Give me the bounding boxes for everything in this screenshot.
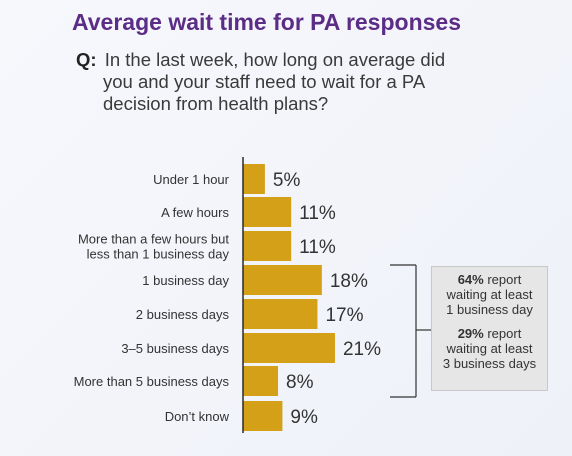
- callout-stat-1-text-c: 1 business day: [446, 302, 533, 317]
- callout-stat-2-text-a: report: [487, 326, 522, 341]
- category-label-7: Don’t know: [165, 409, 230, 424]
- value-label-5: 21%: [343, 339, 381, 360]
- category-label-2-line-1: less than 1 business day: [87, 247, 230, 262]
- category-label-0: Under 1 hour: [153, 172, 230, 187]
- category-label-3: 1 business day: [142, 273, 229, 288]
- callout-stat-1: 64% report: [432, 272, 547, 287]
- value-label-7: 9%: [290, 407, 318, 428]
- callout-stat-1-text-b: waiting at least: [446, 287, 533, 302]
- value-label-2: 11%: [299, 237, 336, 258]
- bar-1: [243, 197, 292, 227]
- bar-4: [243, 299, 318, 329]
- value-label-0: 5%: [273, 170, 301, 191]
- value-label-6: 8%: [286, 372, 314, 393]
- callout-stat-1-value: 64%: [457, 272, 484, 287]
- question-line-3: decision from health plans?: [103, 93, 329, 114]
- bar-3: [243, 265, 322, 295]
- callout-stat-2: 29% report: [432, 326, 547, 341]
- value-label-4: 17%: [325, 305, 363, 326]
- category-label-4: 2 business days: [136, 307, 230, 322]
- question-text-1: In the last week, how long on average di…: [104, 49, 446, 70]
- callout-box: 64% report waiting at least 1 business d…: [431, 266, 548, 391]
- question-line-2: you and your staff need to wait for a PA: [103, 71, 426, 92]
- chart-title: Average wait time for PA responses: [72, 9, 462, 35]
- survey-question: Q: In the last week, how long on average…: [76, 49, 556, 115]
- category-label-2-line-0: More than a few hours but: [78, 232, 229, 247]
- value-label-3: 18%: [330, 271, 368, 292]
- bar-2: [243, 231, 292, 261]
- category-label-5: 3–5 business days: [121, 341, 229, 356]
- bar-7: [243, 401, 283, 431]
- callout-stat-2-value: 29%: [457, 326, 484, 341]
- value-label-1: 11%: [299, 203, 336, 224]
- callout-stat-1-text-a: report: [487, 272, 522, 287]
- bar-6: [243, 366, 279, 396]
- callout-stat-2-text-c: 3 business days: [442, 356, 537, 371]
- category-label-1: A few hours: [161, 205, 229, 220]
- question-line-1: Q: In the last week, how long on average…: [76, 49, 556, 71]
- bar-0: [243, 164, 265, 194]
- bar-5: [243, 333, 335, 363]
- question-prefix: Q:: [76, 49, 97, 70]
- category-label-6: More than 5 business days: [74, 374, 230, 389]
- callout-stat-2-text-b: waiting at least: [446, 341, 533, 356]
